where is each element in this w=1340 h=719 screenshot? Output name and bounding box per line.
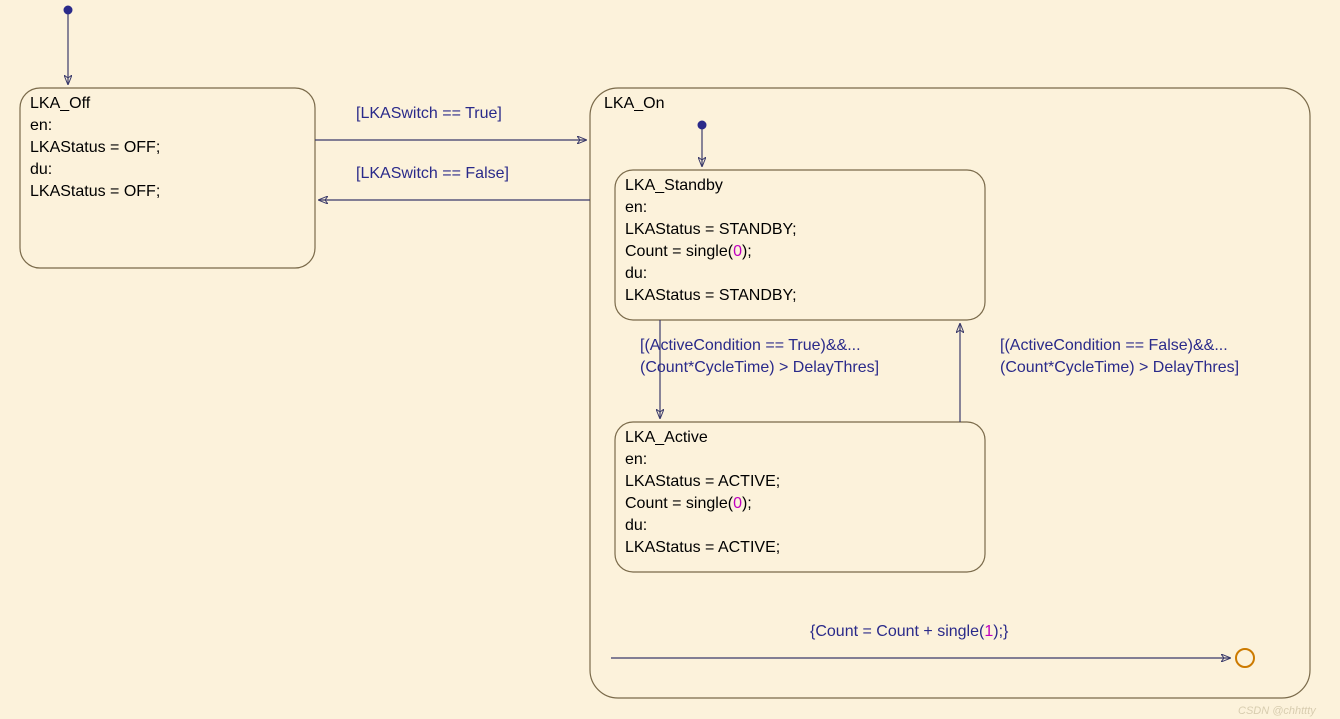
state-body-line: Count = single(0); <box>625 495 752 512</box>
stateflow-diagram: LKA_Off en: LKAStatus = OFF; du: LKAStat… <box>0 0 1340 719</box>
state-lka-off[interactable]: LKA_Off en: LKAStatus = OFF; du: LKAStat… <box>20 88 315 268</box>
transition-label: (Count*CycleTime) > DelayThres] <box>640 359 879 376</box>
state-title: LKA_Standby <box>625 177 723 194</box>
state-body-line: LKAStatus = OFF; <box>30 139 160 156</box>
transition-label: [LKASwitch == False] <box>356 165 509 182</box>
state-body-line: LKAStatus = ACTIVE; <box>625 473 780 490</box>
state-body-line: LKAStatus = OFF; <box>30 183 160 200</box>
state-body-line: LKAStatus = STANDBY; <box>625 287 797 304</box>
state-body-line: LKAStatus = STANDBY; <box>625 221 797 238</box>
state-body-line: du: <box>30 161 52 178</box>
transition-on-to-off[interactable]: [LKASwitch == False] <box>319 165 590 200</box>
state-body-line: du: <box>625 517 647 534</box>
state-title: LKA_On <box>604 95 664 112</box>
watermark: CSDN @chhttty <box>1238 705 1317 717</box>
initial-dot-icon <box>64 6 72 14</box>
transition-label: {Count = Count + single(1);} <box>810 623 1009 640</box>
state-title: LKA_Active <box>625 429 708 446</box>
state-title: LKA_Off <box>30 95 91 112</box>
initial-dot-icon <box>698 121 706 129</box>
initial-marker-outer <box>64 6 72 84</box>
state-body-line: en: <box>625 451 647 468</box>
state-lka-standby[interactable]: LKA_Standby en: LKAStatus = STANDBY; Cou… <box>615 170 985 320</box>
state-body-line: en: <box>625 199 647 216</box>
state-body-line: en: <box>30 117 52 134</box>
state-body-line: LKAStatus = ACTIVE; <box>625 539 780 556</box>
transition-off-to-on[interactable]: [LKASwitch == True] <box>315 105 586 140</box>
transition-label: [(ActiveCondition == True)&&... <box>640 337 861 354</box>
state-lka-active[interactable]: LKA_Active en: LKAStatus = ACTIVE; Count… <box>615 422 985 572</box>
state-body-line: Count = single(0); <box>625 243 752 260</box>
transition-label: [LKASwitch == True] <box>356 105 502 122</box>
transition-label: [(ActiveCondition == False)&&... <box>1000 337 1228 354</box>
transition-label: (Count*CycleTime) > DelayThres] <box>1000 359 1239 376</box>
state-body-line: du: <box>625 265 647 282</box>
